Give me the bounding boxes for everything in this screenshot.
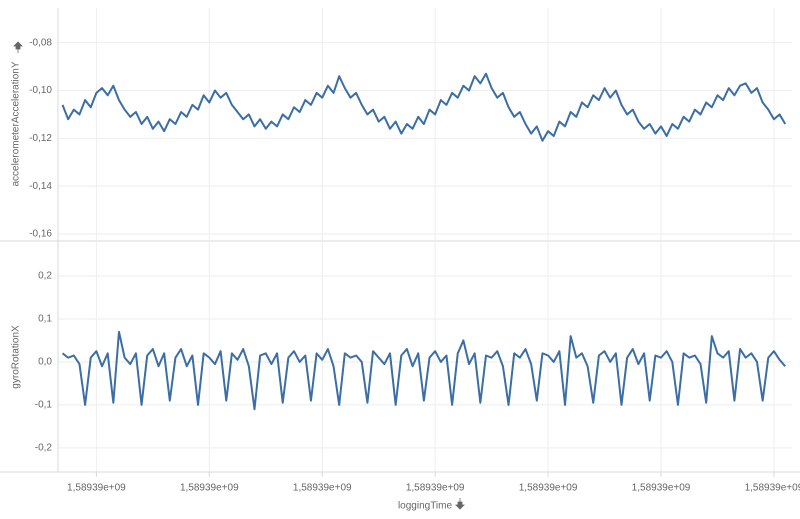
y-tick-label: -0,10 — [29, 85, 52, 96]
data-line — [61, 72, 787, 142]
y-tick-label: 0,2 — [38, 271, 52, 282]
data-line — [61, 330, 786, 411]
y-axis-label: gyroRotationX — [11, 325, 22, 389]
x-tick-label: 1,58939e+09 — [293, 483, 352, 494]
x-tick-label: 1,58939e+09 — [67, 483, 126, 494]
y-tick-label: -0,1 — [35, 400, 53, 411]
x-axis-label: loggingTime — [398, 501, 453, 512]
y-tick-label: -0,12 — [29, 133, 52, 144]
pin-icon[interactable] — [455, 498, 465, 510]
x-tick-label: 1,58939e+09 — [180, 483, 239, 494]
y-tick-label: -0,16 — [29, 229, 52, 240]
y-tick-label: -0,08 — [29, 37, 52, 48]
y-tick-label: -0,14 — [29, 181, 52, 192]
y-tick-label: 0,1 — [38, 314, 52, 325]
x-tick-label: 1,58939e+09 — [519, 483, 578, 494]
pin-icon[interactable] — [13, 41, 23, 53]
y-tick-label: 0,0 — [38, 357, 52, 368]
y-axis-label: accelerometerAccelerationY — [11, 61, 22, 186]
x-tick-label: 1,58939e+09 — [632, 483, 691, 494]
y-tick-label: -0,2 — [35, 443, 53, 454]
x-tick-label: 1,58939e+09 — [745, 483, 800, 494]
x-tick-label: 1,58939e+09 — [406, 483, 465, 494]
